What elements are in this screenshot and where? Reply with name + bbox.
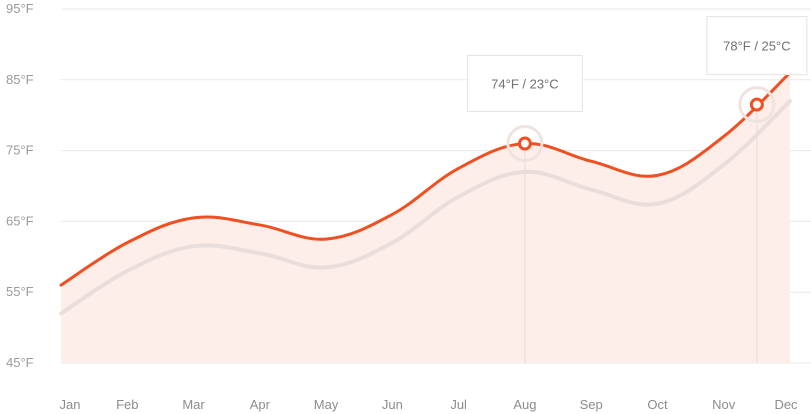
y-axis-labels: 45°F 55°F 65°F 75°F 85°F 95°F <box>6 1 34 370</box>
y-tick-label: 75°F <box>6 143 34 158</box>
tooltip-box <box>706 16 808 76</box>
x-tick-label: Mar <box>182 397 205 412</box>
y-tick-label: 95°F <box>6 1 34 16</box>
x-tick-label: Oct <box>647 397 668 412</box>
tooltip-label: 74°F / 23°C <box>491 77 558 92</box>
x-tick-label: May <box>314 397 339 412</box>
tooltip-box <box>466 55 583 113</box>
data-point-marker[interactable] <box>749 97 764 112</box>
series-shadow <box>59 99 792 316</box>
x-tick-label: Sep <box>580 397 603 412</box>
x-axis-labels: Jan Feb Mar Apr May Jun Jul Aug Sep Oct Nov Dec <box>60 397 799 412</box>
x-tick-label: Jul <box>450 397 467 412</box>
marker-halo <box>506 125 544 163</box>
annotation-markers <box>506 86 776 163</box>
y-tick-label: 55°F <box>6 284 34 299</box>
x-tick-label: Feb <box>116 397 138 412</box>
x-tick-label: Dec <box>774 397 798 412</box>
x-tick-label: Aug <box>513 397 536 412</box>
y-tick-label: 45°F <box>6 355 34 370</box>
series-shadow-line <box>59 99 792 316</box>
x-tick-label: Jan <box>60 397 81 412</box>
marker-halo <box>738 86 776 124</box>
data-point-marker[interactable] <box>517 136 532 151</box>
annotation-guides <box>524 104 758 363</box>
x-tick-label: Apr <box>250 397 271 412</box>
tooltip-label: 78°F / 25°C <box>723 39 790 54</box>
y-tick-label: 85°F <box>6 72 34 87</box>
series-line <box>59 71 792 287</box>
tooltips: 74°F / 23°C 78°F / 25°C <box>466 16 808 113</box>
y-tick-label: 65°F <box>6 213 34 228</box>
series-line-path <box>59 71 792 287</box>
x-tick-label: Jun <box>382 397 403 412</box>
x-tick-label: Nov <box>712 397 736 412</box>
